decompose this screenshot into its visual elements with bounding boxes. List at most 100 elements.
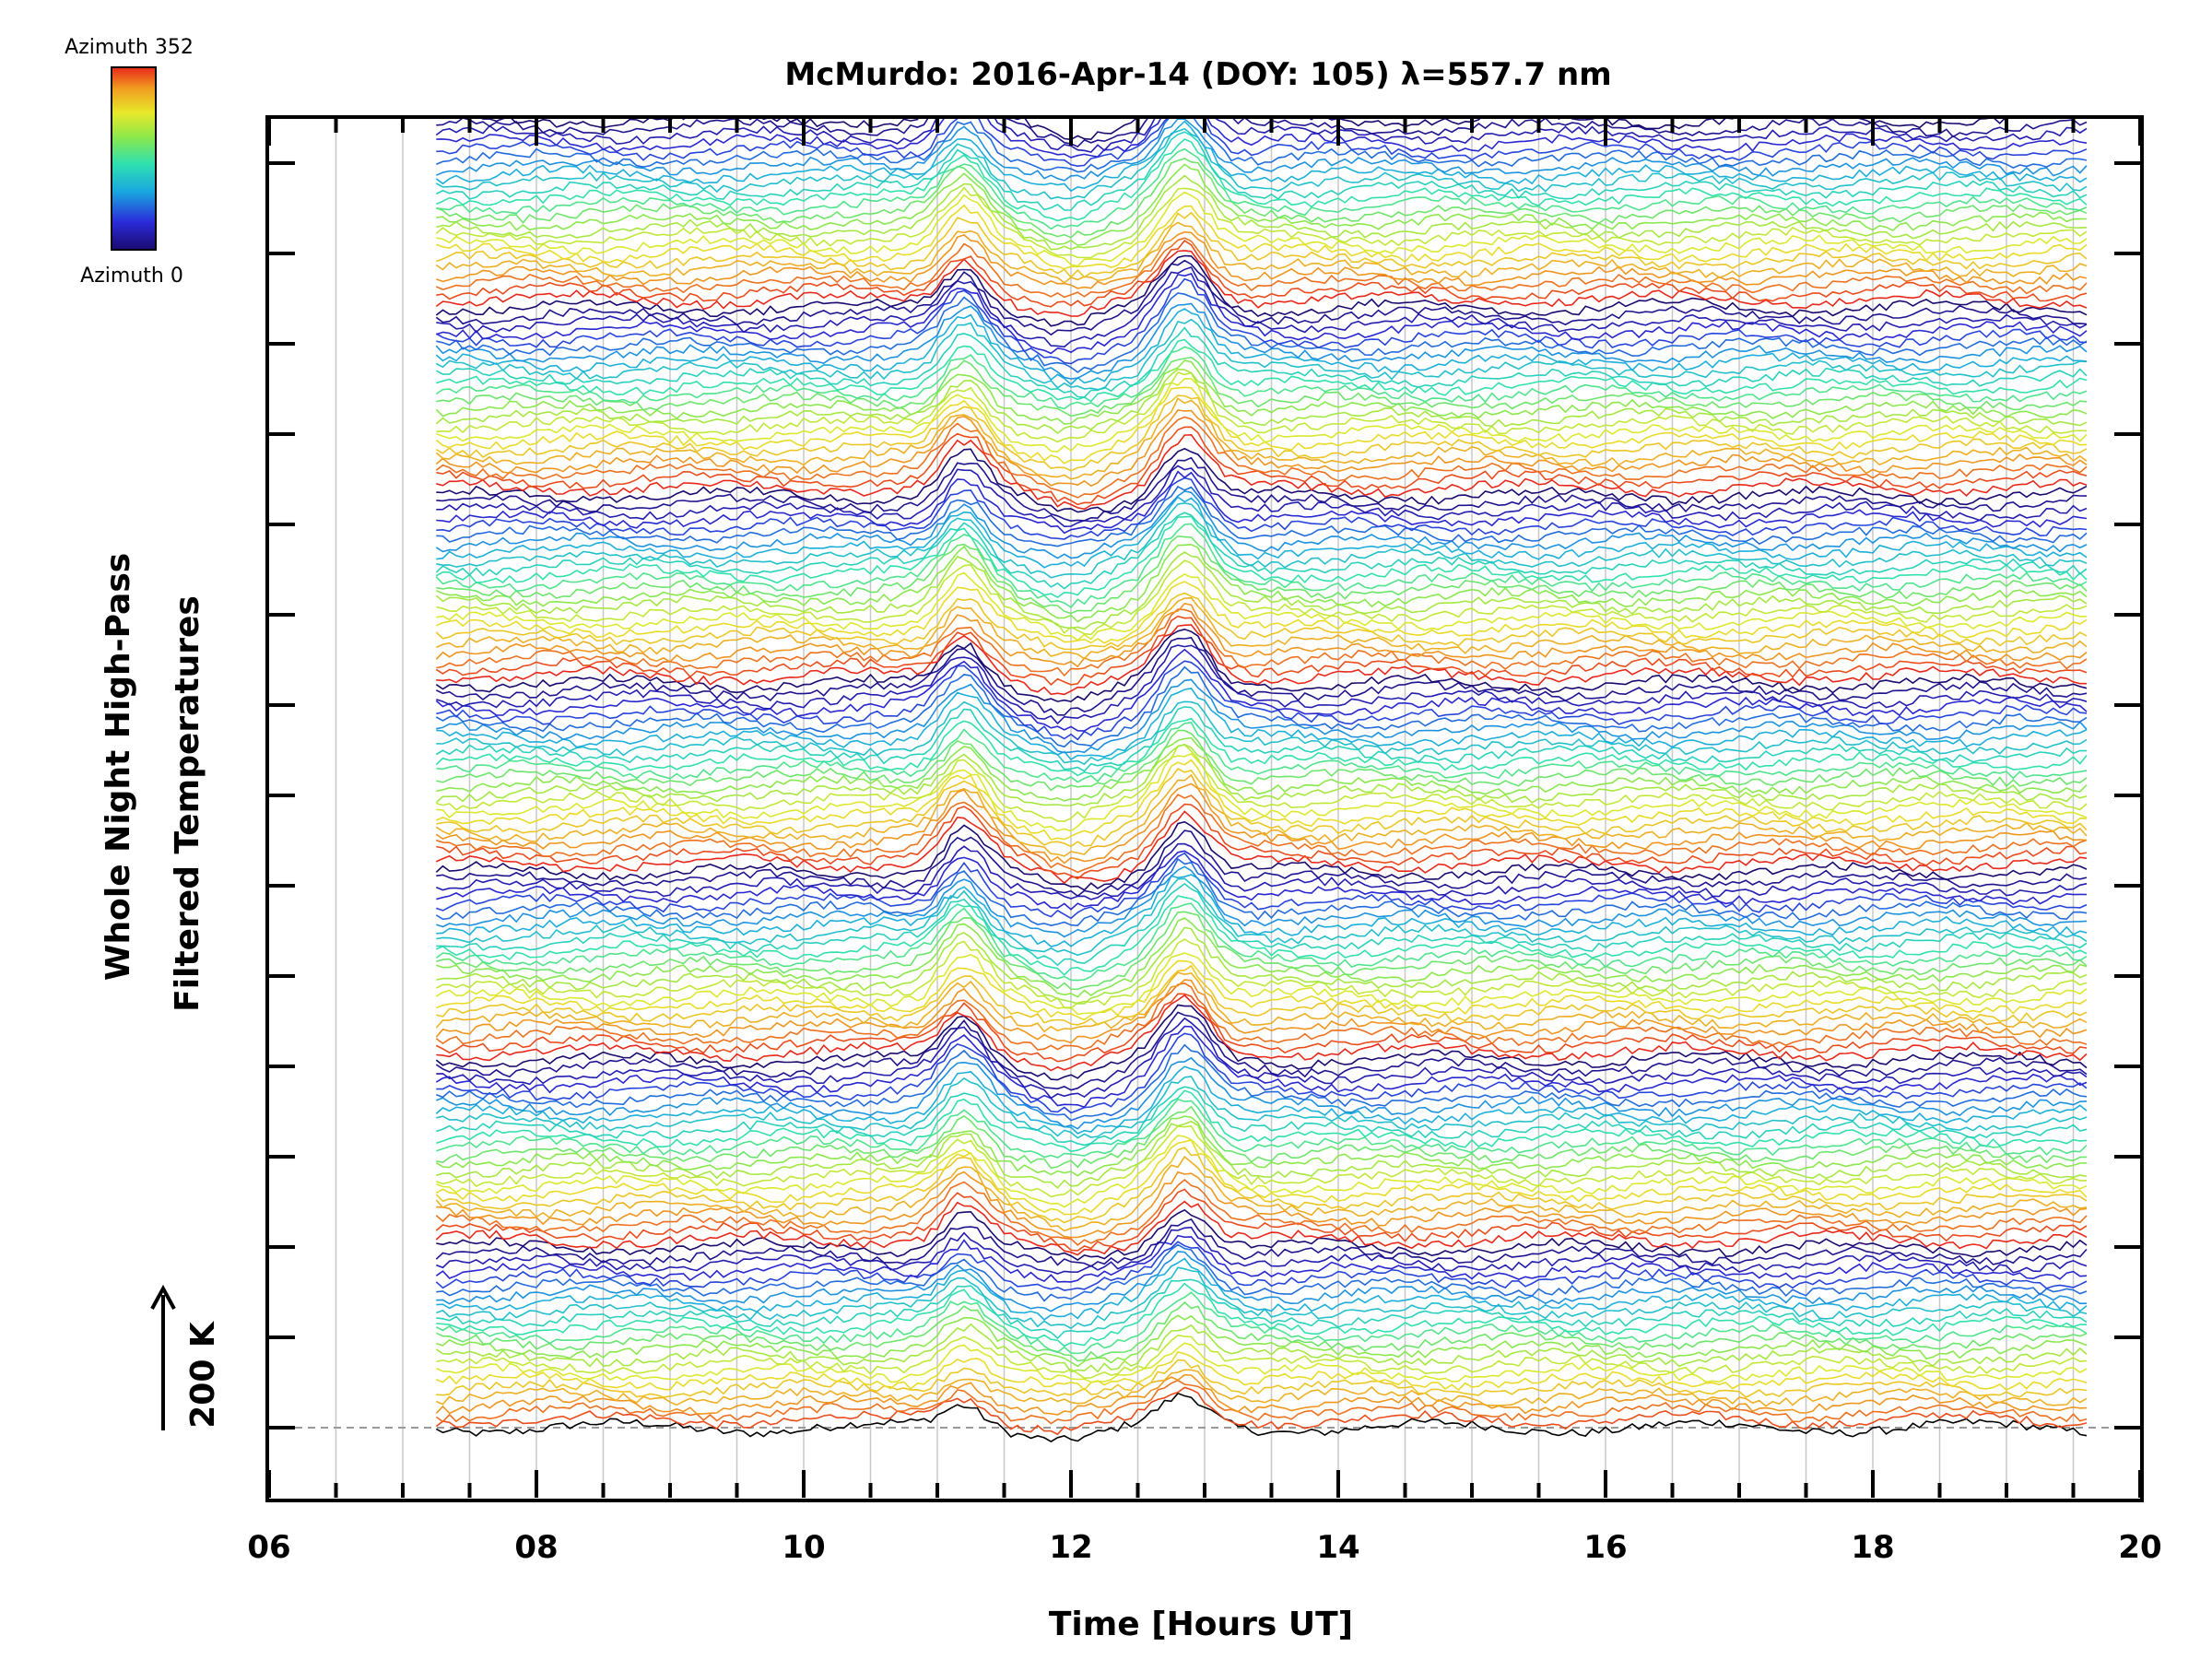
temperature-trace [435,1392,2088,1443]
temperature-trace [435,773,2088,857]
temperature-trace [435,259,2088,336]
temperature-trace [435,131,2088,211]
x-axis-label: Time [Hours UT] [1049,1606,1353,1643]
temperature-trace [436,736,2088,802]
temperature-trace [436,496,2088,569]
temperature-trace [435,895,2088,976]
x-tick-label: 16 [1583,1529,1627,1566]
temperature-trace [435,1004,2088,1081]
temperature-trace [435,1291,2088,1355]
temperature-trace [435,1379,2088,1425]
temperature-trace [436,959,2088,1021]
temperature-trace [435,551,2088,630]
temperature-trace [435,979,2088,1044]
temperature-trace [435,318,2088,391]
temperature-trace [435,628,2088,703]
temperature-trace [436,433,2088,511]
temperature-trace [436,1251,2088,1312]
temperature-trace [436,1282,2088,1347]
scale-label: 200 K [184,1321,222,1429]
temperature-trace [436,559,2088,636]
colorbar-bottom-label: Azimuth 0 [80,265,183,288]
temperature-trace [435,308,2088,386]
temperature-trace [436,163,2088,246]
temperature-trace [435,302,2088,380]
scale-arrow [150,1284,176,1430]
temperature-trace [435,759,2088,841]
temperature-trace [436,1105,2088,1170]
temperature-trace [435,1065,2088,1135]
temperature-trace [436,1089,2088,1153]
chart-title: McMurdo: 2016-Apr-14 (DOY: 105) λ=557.7 … [784,56,1611,93]
temperature-trace [435,1011,2088,1091]
temperature-trace [435,543,2088,623]
temperature-trace [436,1086,2088,1147]
temperature-trace [435,1386,2088,1436]
colorbar [111,66,157,251]
temperature-trace [436,1135,2088,1208]
temperature-trace [436,485,2088,547]
temperature-trace [436,1017,2088,1100]
temperature-trace [435,250,2088,317]
temperature-trace [436,852,2088,920]
temperature-trace [436,158,2088,239]
temperature-trace [436,729,2088,792]
temperature-trace [435,1155,2088,1232]
temperature-trace [435,523,2088,609]
temperature-trace [436,1278,2088,1340]
temperature-trace [435,857,2088,927]
temperature-trace [436,1098,2088,1159]
temperature-trace [436,644,2088,725]
temperature-trace [435,1178,2088,1246]
temperature-trace [435,706,2088,772]
temperature-trace [435,993,2088,1063]
temperature-trace [436,1226,2088,1275]
temperature-trace [436,1359,2088,1398]
temperature-trace [435,637,2088,716]
temperature-trace [435,1373,2088,1416]
temperature-trace [436,118,2088,159]
y-axis-label-line1: Whole Night High-Pass [100,553,137,981]
temperature-trace [435,603,2088,668]
temperature-trace [435,346,2088,410]
temperature-trace [436,926,2088,1005]
temperature-trace [436,1334,2088,1380]
temperature-trace [436,371,2088,443]
temperature-trace [435,186,2088,259]
temperature-trace [436,1171,2088,1239]
temperature-trace [435,397,2088,480]
temperature-trace [436,465,2088,528]
temperature-trace [436,688,2088,761]
temperature-trace [435,359,2088,425]
temperature-trace [436,850,2088,911]
x-tick-label: 20 [2118,1529,2161,1566]
temperature-trace [435,743,2088,806]
temperature-trace [435,409,2088,488]
temperature-trace [435,326,2088,398]
temperature-trace [436,1369,2088,1407]
temperature-trace [436,722,2088,783]
x-tick-label: 06 [247,1529,290,1566]
temperature-trace [436,660,2088,741]
temperature-trace [435,118,2088,182]
temperature-trace [435,615,2088,687]
temperature-trace [435,515,2088,599]
temperature-trace [436,767,2088,848]
temperature-trace [435,810,2088,885]
temperature-traces [435,118,2088,1443]
temperature-trace [436,118,2088,168]
temperature-trace [436,174,2088,251]
temperature-trace [435,221,2088,284]
temperature-trace [436,874,2088,947]
temperature-trace [436,266,2088,348]
temperature-trace [435,581,2088,644]
temperature-trace [435,490,2088,559]
temperature-trace [436,240,2088,308]
temperature-trace [436,911,2088,991]
temperature-trace [436,678,2088,754]
temperature-trace [436,744,2088,823]
temperature-trace [435,1200,2088,1256]
temperature-trace [435,368,2088,435]
temperature-trace [435,982,2088,1051]
